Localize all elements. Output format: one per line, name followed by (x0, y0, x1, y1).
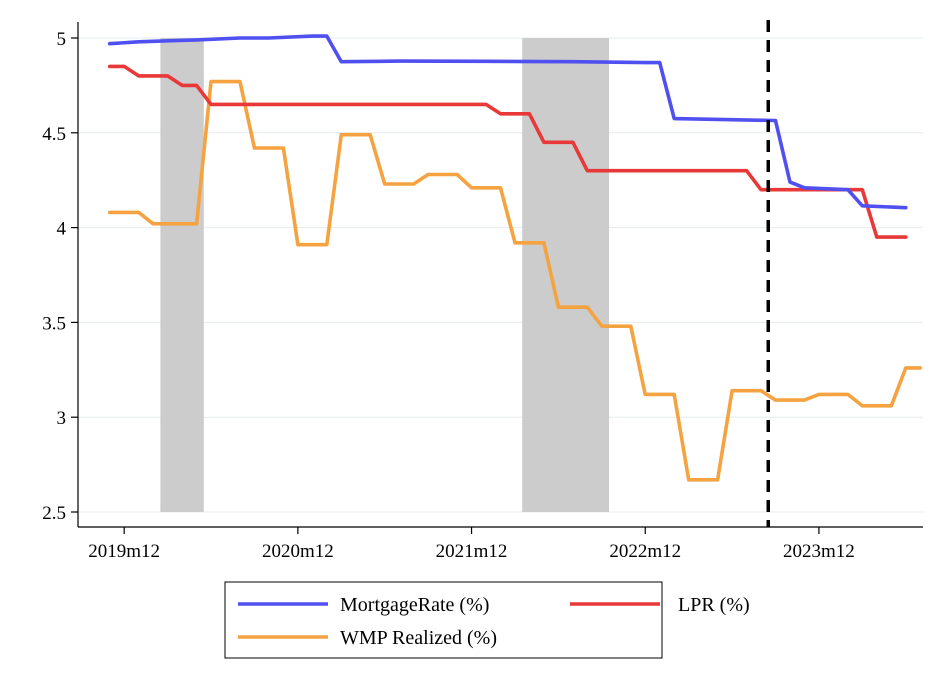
x-tick-label: 2023m12 (783, 541, 855, 562)
series-line-3 (107, 79, 922, 482)
legend-label: LPR (%) (678, 594, 750, 616)
y-ticks: 2.5 3 3.5 4 4.5 5 (42, 29, 78, 524)
y-tick-label: 4 (57, 219, 67, 240)
legend: MortgageRate (%) LPR (%) WMP Realized (%) (224, 581, 750, 659)
x-tick-label: 2022m12 (609, 541, 681, 562)
series-lines (107, 34, 922, 482)
y-tick-label: 4.5 (42, 124, 66, 145)
x-ticks: 2019m12 2020m12 2021m12 2022m12 2023m12 (88, 527, 855, 562)
x-tick-label: 2021m12 (436, 541, 508, 562)
legend-label: MortgageRate (%) (340, 594, 489, 616)
shaded-period (160, 38, 204, 512)
shaded-periods (160, 38, 610, 512)
legend-box (224, 581, 663, 659)
gridlines (78, 37, 923, 513)
y-tick-label: 5 (57, 29, 67, 50)
y-tick-label: 2.5 (42, 503, 66, 524)
legend-label: WMP Realized (%) (340, 627, 497, 649)
axes (77, 22, 923, 528)
x-tick-label: 2020m12 (262, 541, 334, 562)
shaded-period (522, 38, 610, 512)
y-tick-label: 3 (57, 408, 67, 429)
series-line-1 (107, 34, 908, 210)
y-tick-label: 3.5 (42, 313, 66, 334)
x-tick-label: 2019m12 (88, 541, 160, 562)
